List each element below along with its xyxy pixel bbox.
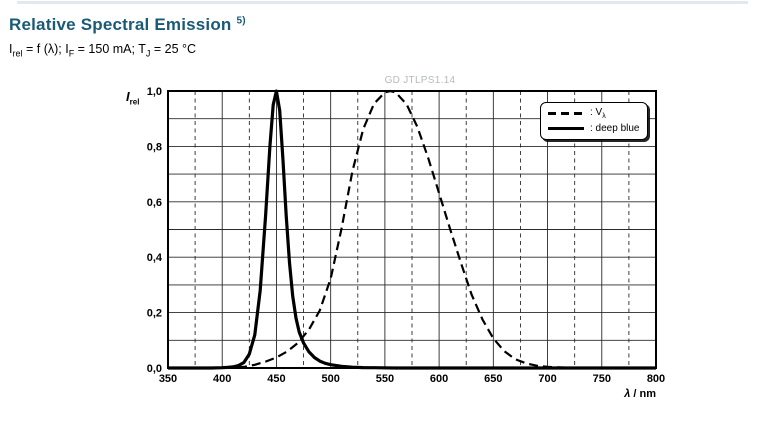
conditions-part: I	[9, 42, 13, 56]
x-tick-label: 400	[213, 373, 231, 385]
legend-row-deep-blue: : deep blue	[548, 123, 640, 134]
footnote-marker: 5)	[236, 15, 246, 27]
conditions-part: = 25 °C	[150, 42, 197, 56]
x-axis-unit: / nm	[630, 388, 656, 400]
v-lambda-line-sample	[548, 112, 584, 115]
x-tick-label: 500	[321, 373, 339, 385]
test-conditions: Irel = f (λ); IF = 150 mA; TJ = 25 °C	[9, 42, 196, 59]
y-tick-label: 0,4	[147, 252, 163, 264]
conditions-part: = 150 mA; T	[74, 42, 146, 56]
conditions-sub: J	[145, 48, 151, 59]
x-tick-label: 600	[430, 373, 448, 385]
legend-row-v-lambda: : Vλ	[548, 107, 640, 120]
x-tick-label: 700	[538, 373, 556, 385]
chart-legend: : Vλ : deep blue	[540, 102, 648, 140]
conditions-part: = f (λ); I	[22, 42, 69, 56]
deep-blue-line-sample	[548, 127, 584, 130]
x-tick-label: 550	[376, 373, 394, 385]
chart-watermark: GD JTLPS1.14	[384, 75, 456, 86]
page-title: Relative Spectral Emission 5)	[9, 15, 246, 35]
x-tick-label: 750	[593, 373, 611, 385]
legend-label-deep-blue: : deep blue	[590, 123, 640, 134]
y-axis-label: Irel	[126, 89, 139, 107]
page-title-text: Relative Spectral Emission	[9, 15, 232, 34]
legend-v-subscript: λ	[602, 113, 606, 120]
y-tick-label: 0,6	[147, 197, 162, 209]
conditions-sub: F	[68, 48, 75, 59]
y-axis-symbol: I	[126, 89, 130, 104]
legend-v-text: : V	[590, 107, 603, 118]
x-tick-label: 350	[159, 373, 177, 385]
x-axis-symbol: λ	[624, 388, 631, 400]
legend-label-v-lambda: : Vλ	[590, 107, 606, 120]
x-tick-label: 650	[484, 373, 502, 385]
y-tick-label: 0,8	[147, 141, 162, 153]
y-tick-label: 0,2	[147, 308, 162, 320]
x-axis-label: λ / nm	[556, 388, 656, 400]
x-tick-label: 800	[647, 373, 665, 385]
y-axis-subscript: rel	[129, 97, 140, 107]
deep-blue-curve	[168, 89, 656, 370]
x-tick-label: 450	[267, 373, 285, 385]
top-divider	[17, 1, 748, 4]
conditions-sub: rel	[12, 48, 23, 59]
y-tick-label: 0,0	[147, 363, 162, 375]
y-tick-label: 1,0	[147, 86, 162, 98]
